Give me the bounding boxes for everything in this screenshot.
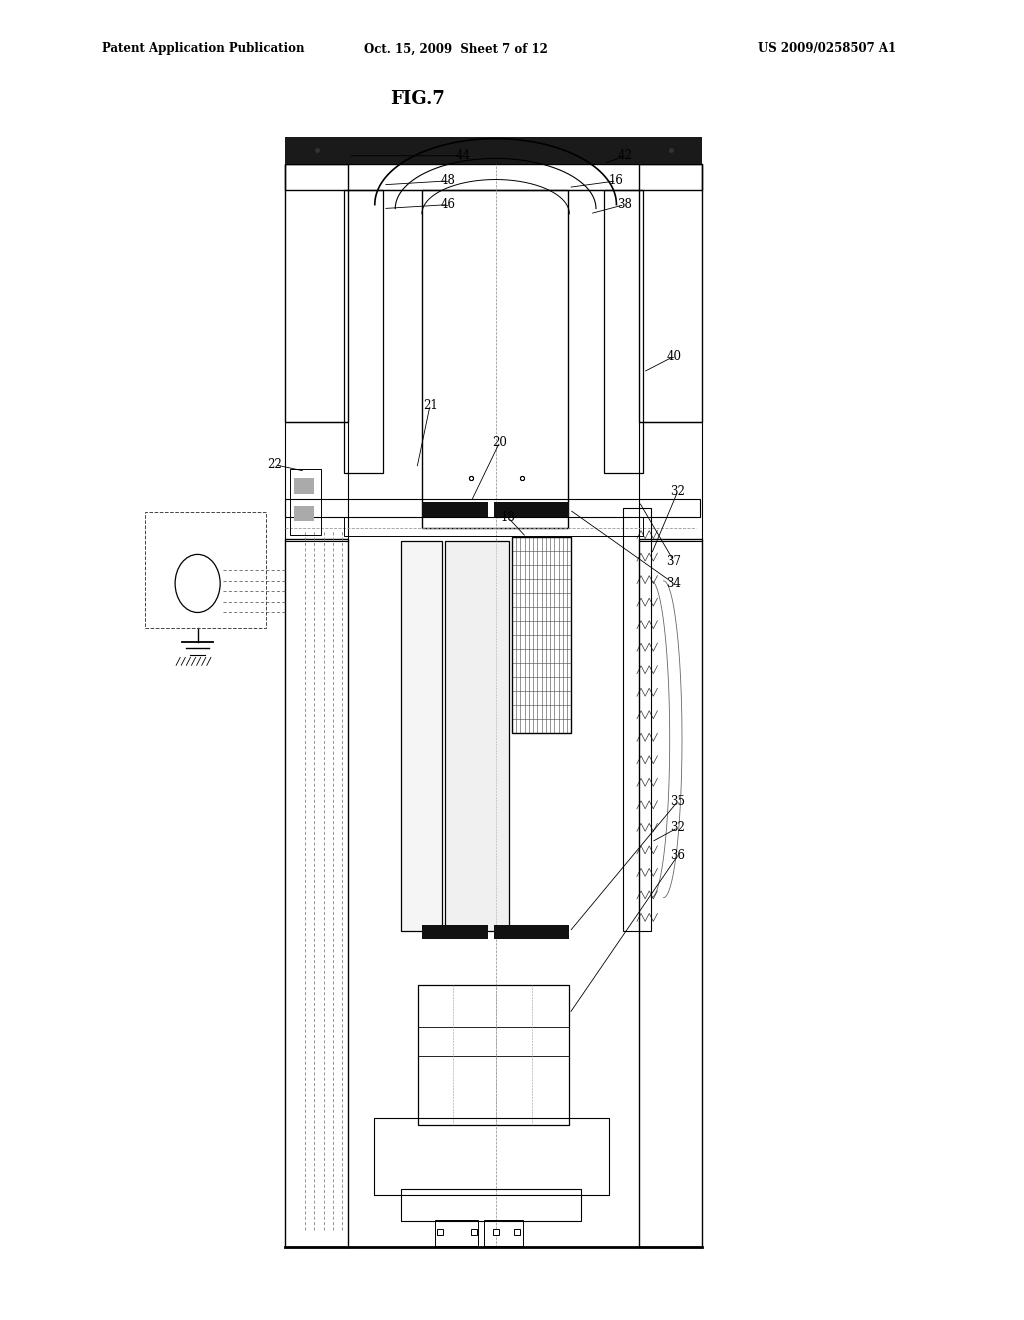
Bar xyxy=(494,925,569,939)
Bar xyxy=(145,512,266,628)
Bar xyxy=(435,1220,478,1246)
Bar xyxy=(422,925,488,939)
Text: 48: 48 xyxy=(441,174,456,187)
Bar xyxy=(290,469,321,535)
Bar xyxy=(494,502,569,517)
Text: 21: 21 xyxy=(423,399,437,412)
Text: FIG.7: FIG.7 xyxy=(390,90,445,108)
Bar xyxy=(401,541,442,931)
Bar xyxy=(344,190,383,473)
Bar xyxy=(418,985,569,1125)
Bar xyxy=(285,164,348,422)
Bar xyxy=(422,502,488,517)
Bar xyxy=(623,508,651,931)
Bar xyxy=(512,537,571,733)
Text: 40: 40 xyxy=(667,350,681,363)
Text: 38: 38 xyxy=(617,198,632,211)
Bar xyxy=(285,539,348,1247)
Bar xyxy=(374,1118,609,1195)
Bar xyxy=(294,506,314,521)
Bar xyxy=(401,1189,581,1221)
Bar xyxy=(285,137,702,164)
Circle shape xyxy=(175,554,220,612)
Bar xyxy=(604,190,643,473)
Text: US 2009/0258507 A1: US 2009/0258507 A1 xyxy=(758,42,896,55)
Text: ~: ~ xyxy=(194,590,202,598)
Text: 35: 35 xyxy=(671,795,685,808)
Bar xyxy=(639,164,702,422)
Bar xyxy=(344,517,643,536)
Bar xyxy=(285,499,700,517)
Bar xyxy=(639,539,702,1247)
Bar xyxy=(639,422,702,541)
Text: M: M xyxy=(195,576,201,581)
Text: 34: 34 xyxy=(667,577,681,590)
Text: Patent Application Publication: Patent Application Publication xyxy=(102,42,305,55)
Text: 37: 37 xyxy=(667,554,681,568)
Text: 44: 44 xyxy=(456,149,470,162)
Bar xyxy=(285,164,702,190)
Text: 16: 16 xyxy=(609,174,624,187)
Bar xyxy=(294,478,314,494)
Text: 18: 18 xyxy=(501,511,515,524)
Text: 32: 32 xyxy=(671,821,685,834)
Bar xyxy=(484,1220,523,1246)
Text: 20: 20 xyxy=(493,436,507,449)
Bar xyxy=(422,190,568,528)
Bar xyxy=(285,422,348,541)
Text: 36: 36 xyxy=(671,849,685,862)
Text: Oct. 15, 2009  Sheet 7 of 12: Oct. 15, 2009 Sheet 7 of 12 xyxy=(364,42,548,55)
Bar xyxy=(445,541,509,931)
Text: 46: 46 xyxy=(441,198,456,211)
Text: 42: 42 xyxy=(617,149,632,162)
Text: 32: 32 xyxy=(671,484,685,498)
Text: 22: 22 xyxy=(267,458,282,471)
